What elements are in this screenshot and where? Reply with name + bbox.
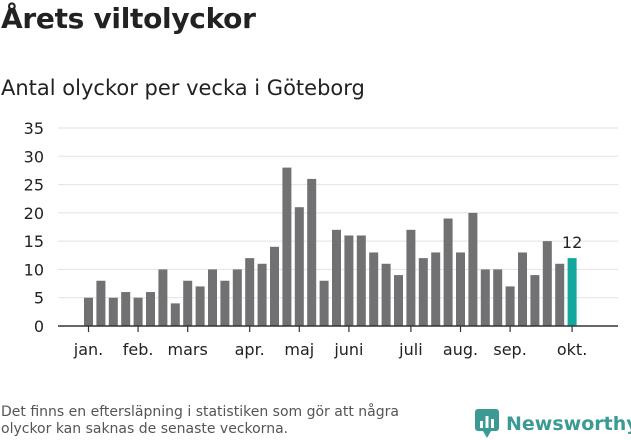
bar (121, 292, 131, 326)
x-tick-label: apr. (235, 340, 265, 359)
bar (406, 229, 416, 326)
bar (505, 286, 515, 326)
bar (443, 218, 453, 326)
bar (356, 235, 366, 326)
bar (245, 258, 255, 326)
y-tick-label: 35 (24, 119, 44, 138)
bar (493, 269, 503, 326)
x-tick-label: feb. (123, 340, 154, 359)
bar (257, 263, 267, 326)
bar (468, 212, 478, 326)
bar (294, 207, 304, 326)
bar (108, 297, 118, 326)
footnote: Det finns en eftersläpning i statistiken… (1, 404, 399, 437)
x-tick-label: sep. (493, 340, 526, 359)
bar (518, 252, 527, 326)
bar (530, 275, 540, 326)
bar (431, 252, 441, 326)
y-tick-label: 5 (34, 289, 44, 308)
brand-name: Newsworthy (506, 413, 631, 435)
bar (319, 280, 329, 326)
bar (270, 246, 279, 326)
x-tick-label: juni (333, 340, 363, 359)
x-tick-label: jan. (73, 340, 103, 359)
y-tick-label: 10 (24, 260, 44, 279)
bar (195, 286, 205, 326)
y-tick-label: 15 (24, 232, 44, 251)
bar (369, 252, 379, 326)
bar (133, 297, 143, 326)
bar (456, 252, 465, 326)
x-tick-label: juli (398, 340, 422, 359)
bar (344, 235, 354, 326)
highlighted-bar (567, 258, 577, 326)
bar (418, 258, 428, 326)
bar (555, 263, 565, 326)
bar (232, 269, 242, 326)
y-tick-label: 30 (24, 147, 44, 166)
bar (183, 280, 193, 326)
bar (84, 297, 93, 326)
bar (480, 269, 490, 326)
chart-subtitle: Antal olyckor per vecka i Göteborg (1, 76, 365, 100)
bar (208, 269, 217, 326)
bar (158, 269, 168, 326)
x-tick-label: okt. (557, 340, 587, 359)
highlight-data-label: 12 (562, 233, 582, 252)
y-tick-label: 0 (34, 317, 44, 336)
bar (282, 167, 292, 326)
bar (542, 241, 552, 326)
y-tick-label: 25 (24, 176, 44, 195)
y-tick-label: 20 (24, 204, 44, 223)
bar (96, 280, 106, 326)
newsworthy-chart-icon (475, 409, 499, 438)
bar-chart: 0 5 10 15 20 25 30 35 jan. feb. mars apr. maj juni jul… (24, 119, 618, 359)
bar (170, 303, 180, 326)
bar (381, 263, 391, 326)
bar (220, 280, 230, 326)
chart-title: Årets viltolyckor (1, 2, 256, 35)
bar (332, 229, 341, 326)
newsworthy-logo: Newsworthy (474, 408, 631, 440)
x-tick-label: maj (284, 340, 314, 359)
x-tick-label: aug. (443, 340, 478, 359)
bar (394, 275, 403, 326)
bar (146, 292, 155, 326)
bar (307, 178, 317, 326)
x-tick-label: mars (168, 340, 208, 359)
